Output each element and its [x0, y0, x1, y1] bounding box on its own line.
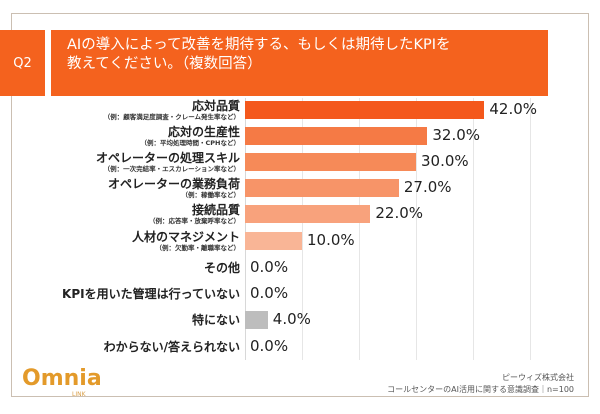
- category-name: オペレーターの処理スキル: [95, 151, 240, 165]
- data-label: 0.0%: [250, 284, 289, 302]
- category-note: （例：稼働率など）: [181, 191, 241, 199]
- category-label: 特にない: [192, 313, 240, 327]
- category-name: 人材のマネジメント: [131, 230, 240, 244]
- category-name: オペレーターの業務負荷: [107, 177, 240, 191]
- category-note: （例：顧客満足度調査・クレーム発生率など）: [103, 113, 240, 121]
- category-label: 応対の生産性 （例：平均処理時間・CPHなど）: [141, 125, 240, 147]
- category-name: その他: [203, 261, 240, 275]
- category-name: 接続品質: [191, 203, 240, 217]
- category-label: KPIを用いた管理は行っていない: [62, 287, 240, 301]
- category-note: （例：平均処理時間・CPHなど）: [140, 139, 240, 147]
- question-number: Q2: [0, 30, 45, 96]
- question-title: AIの導入によって改善を期待する、もしくは期待したKPIを 教えてください。（複…: [51, 30, 548, 96]
- category-name: 応対の生産性: [167, 125, 240, 139]
- gridline: [473, 98, 474, 360]
- data-label: 22.0%: [375, 204, 424, 222]
- gridline: [359, 98, 360, 360]
- category-name: わからない/答えられない: [103, 340, 240, 354]
- category-name: 特にない: [191, 313, 240, 327]
- data-label: 4.0%: [272, 310, 311, 328]
- logo-text: Omnia: [22, 366, 102, 391]
- category-label: その他: [204, 261, 240, 275]
- gridline: [530, 98, 531, 360]
- bar: [245, 179, 399, 197]
- bar: [245, 311, 268, 329]
- data-label: 30.0%: [421, 152, 469, 170]
- category-label: オペレーターの業務負荷 （例：稼働率など）: [108, 177, 240, 199]
- category-label: オペレーターの処理スキル （例：一次完結率・エスカレーション率など）: [96, 151, 240, 173]
- omnia-link-logo: Omnia LINK: [22, 366, 102, 398]
- data-label: 10.0%: [307, 231, 355, 249]
- frame: [11, 13, 589, 397]
- bar: [245, 205, 371, 223]
- bar: [245, 153, 416, 171]
- title-line: AIの導入によって改善を期待する、もしくは期待したKPIを: [67, 37, 451, 53]
- category-name: 応対品質: [191, 99, 240, 113]
- category-note: （例：一次完結率・エスカレーション率など）: [103, 165, 240, 173]
- data-label: 0.0%: [250, 258, 289, 276]
- category-label: わからない/答えられない: [104, 340, 240, 354]
- logo-sub: LINK: [72, 391, 86, 398]
- category-label: 応対品質 （例：顧客満足度調査・クレーム発生率など）: [104, 99, 240, 121]
- bar: [245, 127, 428, 145]
- category-label: 人材のマネジメント （例：欠勤率・離職率など）: [132, 230, 240, 252]
- gridline: [302, 98, 303, 360]
- title-line: 教えてください。（複数回答）: [67, 56, 262, 72]
- data-label: 32.0%: [432, 126, 481, 144]
- bar: [245, 101, 485, 119]
- data-label: 0.0%: [250, 337, 289, 355]
- category-note: （例：応答率・放棄呼率など）: [149, 217, 240, 225]
- bar: [245, 232, 302, 250]
- category-note: （例：欠勤率・離職率など）: [155, 244, 241, 252]
- gridline: [416, 98, 417, 360]
- data-label: 42.0%: [489, 100, 538, 118]
- category-name: KPIを用いた管理は行っていない: [62, 287, 240, 301]
- credit: ピーウィズ株式会社 コールセンターのAI活用に関する意識調査｜n=100: [387, 372, 574, 396]
- category-label: 接続品質 （例：応答率・放棄呼率など）: [149, 203, 240, 225]
- y-axis: [245, 98, 246, 360]
- data-label: 27.0%: [403, 178, 452, 196]
- survey-info: コールセンターのAI活用に関する意識調査｜n=100: [387, 385, 574, 394]
- company: ピーウィズ株式会社: [502, 373, 574, 382]
